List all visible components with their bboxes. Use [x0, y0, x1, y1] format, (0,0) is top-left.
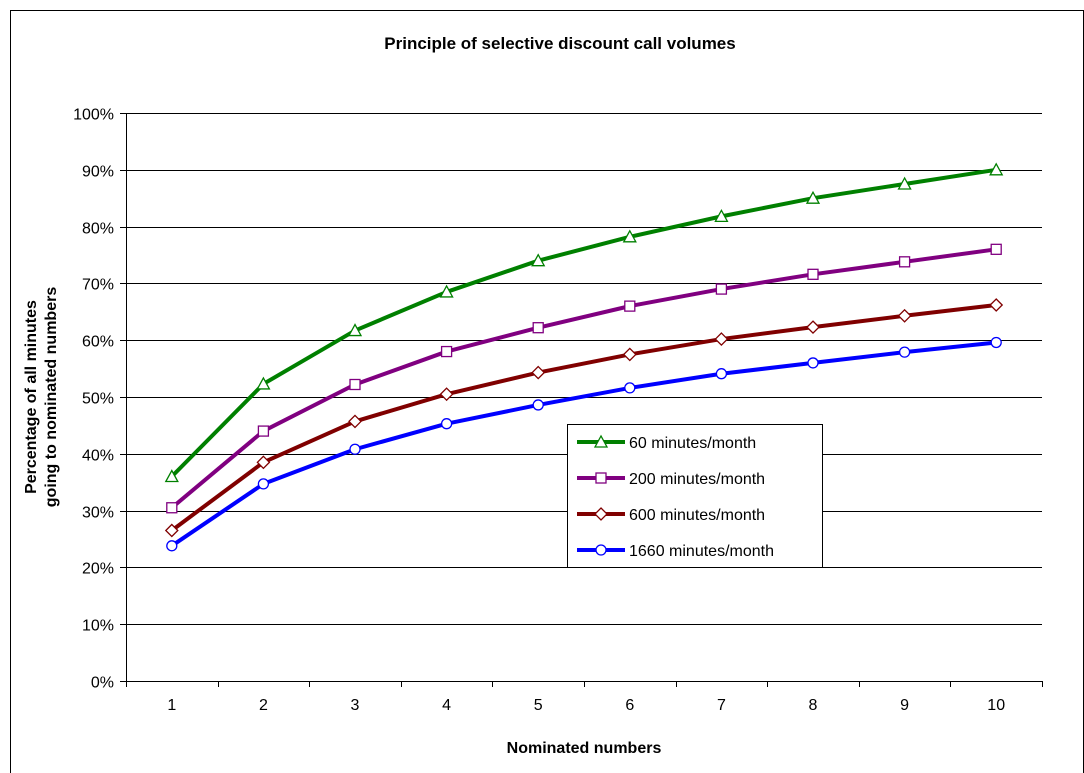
- series-line: [170, 167, 997, 478]
- y-tick-label: 40%: [82, 448, 114, 465]
- y-tick-label: 70%: [82, 277, 114, 294]
- data-point: [594, 507, 608, 521]
- legend: 60 minutes/month 200 minutes/month 600 min…: [567, 424, 823, 568]
- data-point: [531, 365, 546, 380]
- chart-title: Principle of selective discount call vol…: [384, 34, 735, 53]
- y-tick-label: 100%: [73, 107, 114, 124]
- data-point: [349, 443, 361, 455]
- data-point: [624, 382, 636, 394]
- data-point: [714, 332, 729, 346]
- y-tick-label: 80%: [82, 221, 114, 238]
- data-point: [439, 387, 454, 402]
- data-point: [349, 378, 361, 391]
- data-point: [532, 399, 544, 411]
- data-point: [164, 523, 179, 538]
- y-axis-title: Percentage of all minutes going to nomina…: [23, 287, 60, 508]
- data-point: [897, 176, 912, 190]
- x-tick-label: 7: [717, 697, 726, 714]
- axes: 0% 10% 20% 30% 40% 50% 60% 70% 80% 90% 100% 1 2 3 4 5 6 7…: [73, 107, 1043, 714]
- y-tick-label: 10%: [82, 618, 114, 635]
- y-tick-label: 90%: [82, 164, 114, 181]
- y-tick-label: 0%: [91, 675, 114, 692]
- data-point: [622, 347, 637, 362]
- legend-box: [567, 424, 823, 568]
- x-tick-label: 2: [259, 697, 268, 714]
- legend-item: 600 minutes/month: [577, 507, 765, 524]
- legend-label: 60 minutes/month: [629, 435, 756, 452]
- y-tick-label: 50%: [82, 391, 114, 408]
- x-tick-label: 10: [987, 697, 1005, 714]
- y-axis-title-line: Percentage of all minutes: [23, 300, 40, 494]
- data-point: [897, 308, 912, 323]
- x-tick-label: 5: [534, 697, 543, 714]
- data-point: [257, 478, 270, 490]
- x-tick-label: 6: [625, 697, 634, 714]
- series-line: [170, 302, 997, 533]
- x-axis-title: Nominated numbers: [507, 740, 662, 757]
- data-point: [347, 323, 363, 337]
- x-tick-label: 9: [900, 697, 909, 714]
- legend-label: 200 minutes/month: [629, 471, 765, 488]
- series-line: [170, 247, 997, 510]
- data-point: [898, 346, 911, 358]
- data-point: [990, 336, 1002, 349]
- data-point: [595, 472, 607, 484]
- series-triangle: [164, 162, 1004, 483]
- x-tick-label: 3: [351, 697, 360, 714]
- data-point: [715, 368, 728, 380]
- data-point: [440, 345, 453, 358]
- data-point: [624, 300, 636, 312]
- data-point: [166, 502, 178, 514]
- data-point: [439, 284, 454, 298]
- data-point: [166, 540, 178, 552]
- data-point: [898, 256, 911, 268]
- data-point: [256, 376, 271, 390]
- data-point: [256, 455, 271, 470]
- series-square: [166, 243, 1002, 514]
- legend-item: 1660 minutes/month: [577, 543, 774, 560]
- series-diamond: [164, 298, 1004, 538]
- y-axis-title-line: going to nominated numbers: [43, 287, 60, 508]
- data-point: [989, 298, 1004, 312]
- y-tick-label: 30%: [82, 505, 114, 522]
- series-circle: [166, 336, 1002, 552]
- x-tick-label: 1: [167, 697, 176, 714]
- series-line: [170, 340, 997, 548]
- x-tick-label: 8: [809, 697, 818, 714]
- legend-item: 60 minutes/month: [577, 434, 756, 452]
- data-point: [990, 243, 1002, 255]
- data-point: [531, 253, 546, 267]
- data-point: [714, 209, 729, 223]
- data-point: [806, 320, 820, 335]
- data-point: [715, 283, 728, 295]
- data-point: [440, 418, 453, 430]
- data-point: [593, 434, 609, 448]
- y-tick-label: 20%: [82, 561, 114, 578]
- data-point: [805, 190, 821, 204]
- data-point: [807, 357, 819, 369]
- data-point: [622, 229, 637, 243]
- x-tick-label: 4: [442, 697, 451, 714]
- legend-label: 1660 minutes/month: [629, 543, 774, 560]
- data-point: [807, 268, 819, 280]
- data-point: [164, 469, 179, 483]
- chart-border: [10, 10, 1084, 773]
- data-point: [257, 425, 270, 437]
- series-group: [164, 162, 1004, 552]
- data-point: [595, 544, 607, 556]
- y-tick-label: 60%: [82, 334, 114, 351]
- data-point: [348, 414, 362, 429]
- legend-label: 600 minutes/month: [629, 507, 765, 524]
- legend-item: 200 minutes/month: [577, 471, 765, 488]
- data-point: [989, 162, 1004, 176]
- data-point: [532, 322, 544, 334]
